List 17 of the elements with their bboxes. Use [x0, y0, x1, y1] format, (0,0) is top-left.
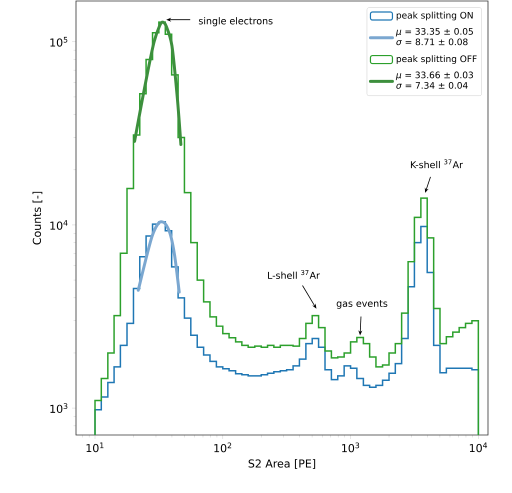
x-tick-label: 10$^{3}$ [342, 442, 360, 452]
y-tick-label: 10$^{3}$ [50, 403, 68, 413]
legend-label: μ = 33.66 ± 0.03 σ = 7.34 ± 0.04 [396, 72, 473, 89]
y-tick-label: 10$^{4}$ [50, 220, 68, 230]
legend-label: peak splitting ON [396, 12, 473, 20]
legend-label: peak splitting OFF [396, 55, 477, 64]
annotation: gas events [336, 300, 388, 309]
x-tick-label: 10$^{4}$ [470, 442, 488, 452]
annotation: L-shell $^{37}$Ar [268, 270, 320, 279]
legend-label: μ = 33.35 ± 0.05 σ = 8.71 ± 0.08 [396, 28, 473, 46]
x-tick-label: 10$^{2}$ [214, 442, 232, 452]
annotation: single electrons [198, 17, 273, 26]
x-tick-label: 10$^{1}$ [86, 442, 104, 452]
x-axis-title: S2 Area [PE] [248, 459, 316, 469]
y-axis-title: Counts [-] [32, 192, 42, 245]
annotation: K-shell $^{37}$Ar [410, 159, 463, 168]
y-tick-label: 10$^{5}$ [50, 36, 68, 47]
